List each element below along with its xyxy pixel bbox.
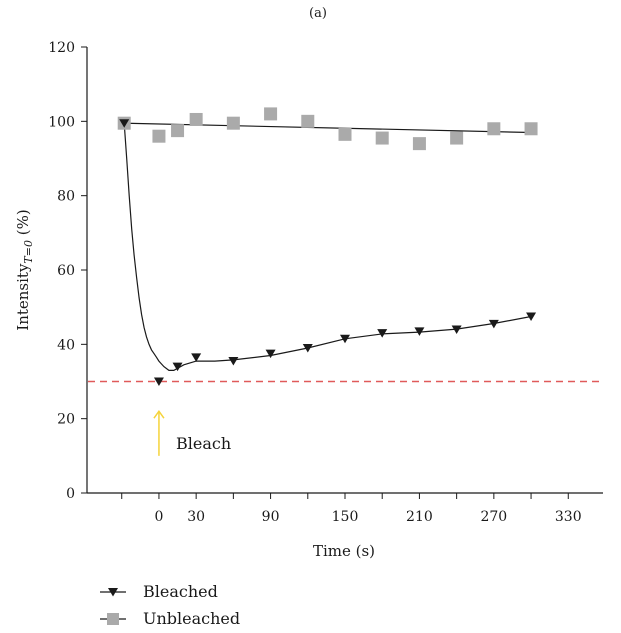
data-points [117, 107, 538, 386]
y-axis-title-main: Intensity [14, 263, 32, 331]
unbleached-point [450, 131, 464, 145]
bleached-point [526, 312, 537, 321]
unbleached-point [226, 116, 240, 130]
bleached-point [302, 344, 313, 353]
legend-bleached-label: Bleached [143, 582, 218, 601]
x-tick-label: 210 [406, 509, 433, 525]
bleached-point [488, 319, 499, 329]
fit-curves [123, 122, 532, 371]
legend-bleached-marker [108, 588, 118, 597]
axes: 0 30 90 150 210 270 330 0 20 40 60 80 100 120 [48, 40, 603, 525]
unbleached-point [338, 127, 352, 141]
bleached-point [153, 377, 164, 386]
y-tick-label: 100 [48, 114, 75, 130]
y-tick-label: 80 [57, 189, 75, 205]
x-tick-label: 270 [480, 509, 507, 525]
unbleached-point [152, 129, 166, 143]
bleached-point [340, 334, 350, 344]
x-axis-title: Time (s) [313, 542, 375, 560]
unbleached-point [524, 122, 538, 136]
x-tick-label: 30 [187, 509, 205, 525]
bleached-point [228, 357, 239, 366]
bleach-annotation: Bleach [153, 409, 231, 456]
y-tick-label: 20 [57, 412, 75, 428]
y-tick-label: 40 [57, 337, 75, 353]
bleached-point [377, 329, 388, 338]
x-tick-label: 330 [555, 509, 582, 525]
x-tick-label: 90 [262, 509, 280, 525]
unbleached-point [264, 107, 278, 121]
bleached-point [172, 362, 183, 372]
bleach-arrow-head [153, 409, 165, 419]
bleach-annotation-label: Bleach [176, 434, 231, 453]
unbleached-fit-line [124, 122, 532, 134]
x-tick-label: 150 [332, 509, 359, 525]
unbleached-point [375, 131, 389, 145]
unbleached-point [301, 114, 315, 128]
unbleached-point [189, 112, 203, 126]
bleached-point [265, 349, 276, 359]
y-tick-label: 120 [48, 40, 75, 56]
y-axis-title: IntensityT=0 (%) [14, 209, 35, 330]
bleached-fit-line [123, 123, 532, 371]
y-tick-label: 60 [57, 263, 75, 279]
legend: Bleached Unbleached [100, 582, 240, 628]
x-tick-label: 0 [154, 509, 163, 525]
unbleached-point [412, 137, 426, 151]
legend-unbleached-label: Unbleached [143, 609, 240, 628]
bleached-point [191, 353, 202, 362]
legend-unbleached-marker [107, 613, 119, 625]
panel-label: (a) [309, 6, 327, 21]
y-axis-title-subscript: T=0 [22, 240, 35, 264]
bleached-point [119, 119, 130, 128]
unbleached-point [171, 124, 185, 138]
y-tick-label: 0 [66, 486, 75, 502]
unbleached-point [487, 122, 501, 136]
bleached-point [451, 325, 462, 334]
y-axis-title-suffix: (%) [14, 209, 32, 240]
bleached-point [414, 327, 425, 336]
